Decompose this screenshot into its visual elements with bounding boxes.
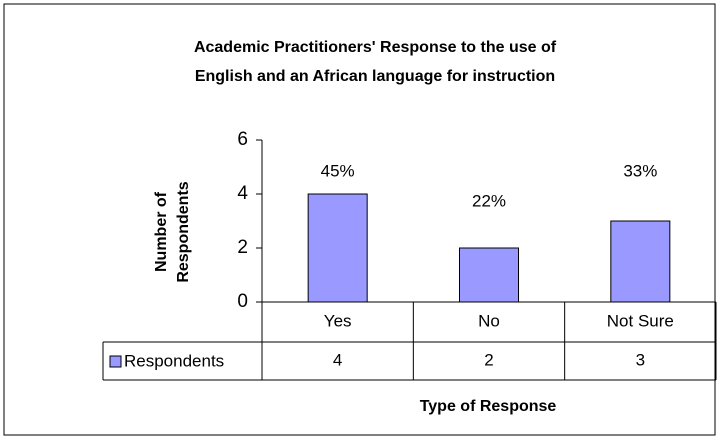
chart-title: English and an African language for inst… [195, 68, 555, 85]
x-axis-label: Type of Response [420, 398, 557, 415]
table-value: 2 [484, 350, 493, 369]
y-tick-label: 0 [237, 291, 248, 312]
y-axis-label-line: Number of [153, 191, 170, 272]
x-tick-label: No [478, 311, 500, 330]
legend-swatch [109, 355, 122, 368]
y-tick-label: 4 [237, 183, 248, 204]
chart-title: Academic Practitioners' Response to the … [194, 39, 557, 56]
table-value: 3 [636, 350, 645, 369]
legend-label: Respondents [124, 351, 224, 370]
annotation: 33% [623, 161, 657, 180]
table-value: 4 [333, 350, 342, 369]
x-tick-label: Not Sure [607, 311, 674, 330]
y-axis-label-line: Respondents [175, 181, 192, 282]
y-tick-label: 2 [237, 237, 248, 258]
annotation: 45% [321, 161, 355, 180]
y-tick-label: 6 [237, 129, 248, 150]
annotation: 22% [472, 191, 506, 210]
y-axis-label: Number of Respondents [153, 181, 192, 282]
x-tick-label: Yes [324, 311, 352, 330]
bar [307, 193, 368, 303]
bar [458, 247, 520, 303]
bar [610, 220, 671, 303]
